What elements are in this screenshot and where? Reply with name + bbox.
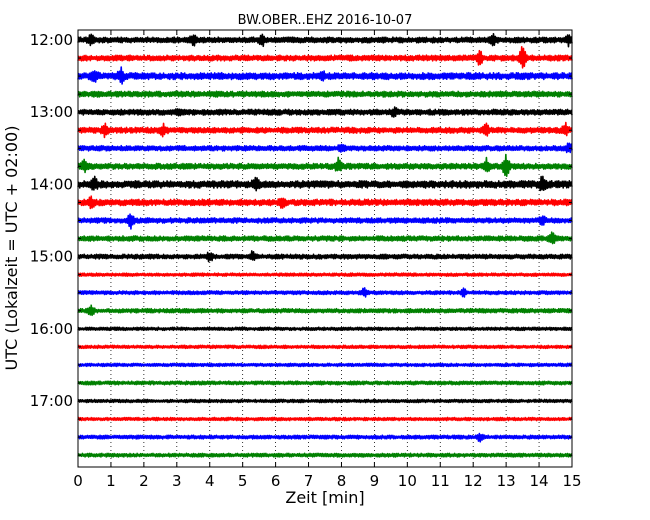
trace-1615 xyxy=(77,344,573,350)
plot-area xyxy=(77,29,573,468)
y-axis-label: UTC (Lokalzeit = UTC + 02:00) xyxy=(2,126,21,371)
trace-1700 xyxy=(77,398,573,404)
trace-1500 xyxy=(77,250,573,263)
trace-1530 xyxy=(77,287,573,298)
x-tick-label: 8 xyxy=(337,472,347,490)
x-tick-label: 7 xyxy=(304,472,314,490)
trace-1300 xyxy=(77,106,573,118)
x-tick-label: 9 xyxy=(370,472,380,490)
y-tick-label: 16:00 xyxy=(30,320,73,338)
x-tick-label: 15 xyxy=(562,472,581,490)
trace-1430 xyxy=(77,213,573,230)
trace-1400 xyxy=(77,175,573,192)
trace-1445 xyxy=(77,231,573,245)
chart-title: BW.OBER..EHZ 2016-10-07 xyxy=(238,13,413,28)
trace-1230 xyxy=(77,66,573,85)
trace-1630 xyxy=(77,362,573,368)
trace-1330 xyxy=(77,142,573,154)
x-tick-label: 10 xyxy=(398,472,417,490)
trace-1745 xyxy=(77,452,573,458)
x-tick-label: 14 xyxy=(530,472,549,490)
trace-1415 xyxy=(77,195,573,210)
x-tick-label: 13 xyxy=(497,472,516,490)
x-tick-label: 11 xyxy=(431,472,450,490)
trace-1200 xyxy=(77,33,573,48)
trace-1715 xyxy=(77,416,573,422)
x-tick-label: 4 xyxy=(205,472,215,490)
trace-1545 xyxy=(77,304,573,317)
x-tick-labels: 0 1 2 3 4 5 6 7 8 9 10 11 12 13 14 15 xyxy=(73,472,581,490)
trace-1600 xyxy=(77,326,573,332)
seismic-traces xyxy=(77,33,573,458)
x-tick-label: 0 xyxy=(73,472,83,490)
plot-background xyxy=(78,30,572,467)
trace-1730 xyxy=(77,432,573,443)
trace-1245 xyxy=(77,90,573,98)
trace-1645 xyxy=(77,380,573,386)
y-tick-labels: 12:00 13:00 14:00 15:00 16:00 17:00 xyxy=(30,31,73,410)
trace-1315 xyxy=(77,121,573,139)
y-tick-label: 14:00 xyxy=(30,175,73,193)
grid-lines xyxy=(110,30,540,467)
trace-1215 xyxy=(77,45,573,69)
x-axis-label: Zeit [min] xyxy=(285,488,364,507)
y-tick-label: 15:00 xyxy=(30,248,73,266)
plot-frame xyxy=(77,29,573,468)
x-tick-label: 5 xyxy=(238,472,248,490)
y-tick-label: 12:00 xyxy=(30,31,73,49)
x-tick-label: 2 xyxy=(139,472,149,490)
x-tick-label: 3 xyxy=(172,472,182,490)
x-tick-label: 12 xyxy=(464,472,483,490)
axis-ticks xyxy=(77,30,573,467)
y-tick-label: 17:00 xyxy=(30,392,73,410)
trace-1345 xyxy=(77,153,573,178)
x-tick-label: 1 xyxy=(106,472,116,490)
trace-1515 xyxy=(77,272,573,278)
x-tick-label: 6 xyxy=(271,472,281,490)
y-tick-label: 13:00 xyxy=(30,103,73,121)
